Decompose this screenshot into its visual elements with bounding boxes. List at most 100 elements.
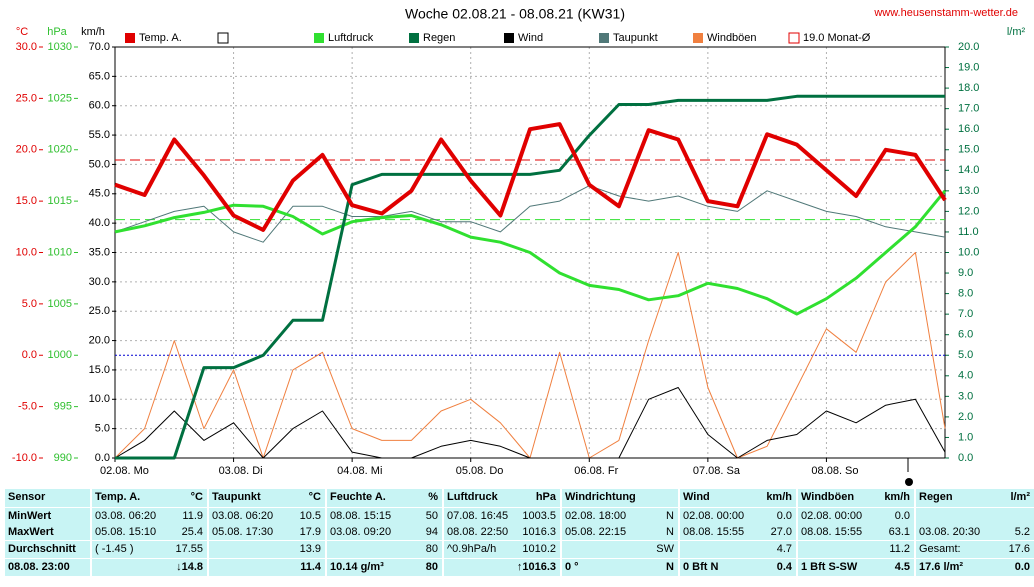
cell-text: 1016.3 — [522, 526, 556, 538]
tick-label: 55.0 — [89, 129, 110, 141]
tick-label: 25.0 — [16, 92, 37, 104]
cell-text: 11.2 — [889, 543, 910, 555]
tick-label: 1025 — [48, 92, 72, 104]
table-cell: 03.08. 09:20 94 — [327, 524, 442, 540]
table-cell: Windböen km/h — [798, 489, 914, 507]
tick-label: 30.0 — [89, 276, 110, 288]
tick-label: 0.0 — [95, 452, 110, 464]
cell-text: 10.5 — [299, 510, 321, 522]
cell-text: 08.08. 23:00 — [8, 561, 70, 573]
source: www.heusenstamm-wetter.de — [873, 7, 1018, 19]
tick-label: 15.0 — [16, 195, 37, 207]
table-cell: 03.08. 20:30 5.2 — [916, 524, 1034, 540]
tick-label: 14.0 — [958, 164, 979, 176]
tick-label: 995 — [54, 401, 72, 413]
cell-text: ^0.9hPa/h — [447, 543, 497, 555]
cell-text: 1 Bft S-SW — [801, 561, 858, 573]
table-cell: 03.08. 06:20 10.5 — [209, 508, 325, 524]
table-cell: 03.08. 06:20 11.9 — [92, 508, 207, 524]
cell-text: hPa — [535, 491, 556, 503]
cell-text: 0 Bft N — [683, 561, 719, 573]
legend-swatch — [599, 33, 609, 43]
tick-label: 1000 — [48, 349, 72, 361]
table-cell: 05.08. 17:30 17.9 — [209, 524, 325, 540]
cell-text: 17.6 l/m² — [919, 561, 964, 573]
table-cell: 08.08. 15:15 50 — [327, 508, 442, 524]
tick-label: 5.0 — [22, 298, 37, 310]
table-cell: 17.6 l/m² 0.0 — [916, 559, 1034, 576]
table-cell: ^0.9hPa/h 1010.2 — [444, 541, 560, 558]
cell-text: Gesamt: — [919, 543, 961, 555]
cell-text: 05.08. 17:30 — [212, 526, 274, 538]
legend-label: Windböen — [707, 32, 757, 44]
table-cell: 08.08. 15:55 27.0 — [680, 524, 796, 540]
tick-label: 12.0 — [958, 205, 979, 217]
table-cell — [916, 508, 1034, 524]
cell-text: N — [666, 526, 674, 538]
tick-label: 8.0 — [958, 288, 973, 300]
chart: Woche 02.08.21 - 08.08.21 (KW31) www.heu… — [12, 6, 1025, 486]
tick-label: 10.0 — [89, 393, 110, 405]
tick-label: 30.0 — [16, 41, 37, 53]
cell-text: km/h — [884, 491, 910, 503]
table-cell: 07.08. 16:45 1003.5 — [444, 508, 560, 524]
cell-text: °C — [190, 491, 203, 503]
tick-label: 1010 — [48, 246, 72, 258]
table-cell: 05.08. 15:10 25.4 — [92, 524, 207, 540]
cell-text: 03.08. 06:20 — [95, 510, 157, 522]
cell-text: SW — [656, 543, 674, 555]
table-cell: 80 — [327, 541, 442, 558]
table-cell: MinWert — [5, 508, 90, 524]
cell-text: 13.9 — [299, 543, 321, 555]
table-cell: Wind km/h — [680, 489, 796, 507]
table-cell: 08.08. 22:50 1016.3 — [444, 524, 560, 540]
tick-label: 1015 — [48, 195, 72, 207]
table-cell: 02.08. 18:00 N — [562, 508, 678, 524]
table-cell: 10.14 g/m³ 80 — [327, 559, 442, 576]
tick-label: 15.0 — [958, 144, 979, 156]
tick-label: 1030 — [48, 41, 72, 53]
cell-text: 02.08. 00:00 — [801, 510, 863, 522]
cell-text: 4.5 — [894, 561, 910, 573]
table-cell: 11.2 — [798, 541, 914, 558]
axis-label: km/h — [81, 26, 105, 38]
cell-text: MinWert — [8, 510, 52, 522]
cell-text: Temp. A. — [95, 491, 141, 503]
tick-label: 6.0 — [958, 329, 973, 341]
cell-text: 11.4 — [300, 561, 321, 573]
cell-text: l/m² — [1010, 491, 1030, 503]
cell-text: 03.08. 06:20 — [212, 510, 274, 522]
cell-text: Wind — [683, 491, 710, 503]
legend-swatch — [504, 33, 514, 43]
cell-text: Luftdruck — [447, 491, 498, 503]
cell-text: 17.9 — [299, 526, 321, 538]
legend-empty-swatch — [217, 32, 229, 44]
x-tick-label: 08.08. So — [811, 465, 858, 477]
cell-text: ↑1016.3 — [516, 561, 556, 573]
x-tick-label: 06.08. Fr — [574, 465, 618, 477]
x-tick-label: 03.08. Di — [219, 465, 263, 477]
cell-text: 80 — [425, 561, 438, 573]
cell-text: 0.0 — [1014, 561, 1030, 573]
cell-text: 17.55 — [175, 543, 203, 555]
cell-text: ↓14.8 — [176, 561, 203, 573]
legend-label: Taupunkt — [613, 32, 658, 44]
tick-label: 10.0 — [16, 246, 37, 258]
legend-swatch — [314, 33, 324, 43]
tick-label: 2.0 — [958, 411, 973, 423]
table-cell: 08.08. 15:55 63.1 — [798, 524, 914, 540]
table-cell: Temp. A. °C — [92, 489, 207, 507]
cell-text: °C — [308, 491, 321, 503]
tick-label: 15.0 — [89, 364, 110, 376]
table-cell: Sensor — [5, 489, 90, 507]
tick-label: 60.0 — [89, 100, 110, 112]
cell-text: 02.08. 18:00 — [565, 510, 627, 522]
cell-text: 50 — [425, 510, 438, 522]
x-tick-label: 07.08. Sa — [693, 465, 741, 477]
tick-label: -5.0 — [18, 401, 37, 413]
table-cell: ↓14.8 — [92, 559, 207, 576]
tick-label: 5.0 — [95, 423, 110, 435]
table-cell: Gesamt: 17.6 — [916, 541, 1034, 558]
tick-label: 5.0 — [958, 349, 973, 361]
